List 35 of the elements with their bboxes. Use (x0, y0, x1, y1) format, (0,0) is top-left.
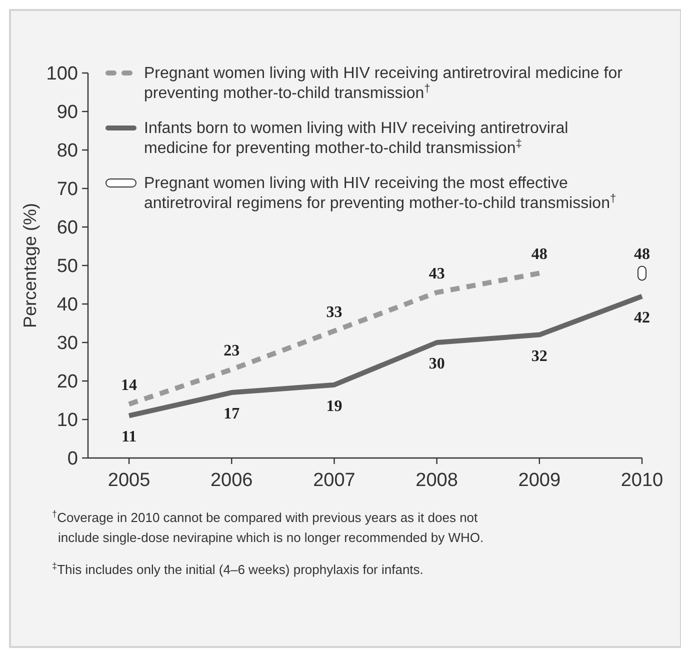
data-label: 17 (224, 406, 240, 423)
y-axis-title: Percentage (%) (20, 202, 40, 328)
y-tick-label: 100 (46, 64, 78, 85)
data-label: 33 (326, 304, 342, 321)
data-label: 48 (634, 246, 650, 264)
data-label: 30 (428, 356, 445, 372)
y-tick-label: 0 (67, 448, 78, 470)
y-tick-label: 70 (56, 179, 78, 200)
data-label: 19 (326, 398, 342, 415)
data-label: 42 (634, 309, 650, 326)
legend-label: Pregnant women living with HIV receiving antiretroviral medicine for preventing mother-to-child transmission$^{†}$ (144, 65, 624, 102)
y-tick-label: 30 (56, 333, 78, 354)
y-tick-label: 20 (56, 372, 78, 393)
y-tick-label: 40 (56, 294, 78, 316)
y-tick-label: 80 (56, 140, 78, 162)
x-tick-label: 2008 (416, 470, 458, 491)
y-tick-label: 50 (56, 256, 78, 278)
x-tick-label: 2007 (313, 470, 356, 491)
y-tick-label: 90 (56, 102, 78, 124)
data-label: 43 (428, 265, 445, 282)
data-label: 32 (531, 348, 548, 365)
data-label: 14 (121, 377, 138, 394)
x-tick-label: 2006 (210, 470, 253, 491)
data-label: 23 (224, 342, 240, 360)
y-tick-label: 10 (56, 410, 78, 432)
x-tick-label: 2005 (108, 470, 150, 491)
data-label: 48 (531, 246, 548, 264)
data-label: 11 (121, 428, 137, 446)
x-tick-label: 2009 (518, 470, 561, 491)
legend-label: Infants born to women living with HIV receiving antiretroviral medicine for preventing mother-to-child transmission$^{‡}$ (144, 120, 568, 157)
text: $^{†}$Coverage in 2010 cannot be compared with previous years as it does not include single-dose nevirapine which is no longer recommended by WHO. (52, 509, 484, 545)
y-tick-label: 60 (56, 218, 78, 239)
legend-label: Pregnant women living with HIV receiving the most effective antiretroviral regimens for preventing mother-to-child transmission$^{†}$ (144, 175, 616, 212)
x-tick-label: 2010 (620, 470, 664, 491)
text: $^{‡}$This includes only the initial (4–6 weeks) prophylaxis for infants. (52, 561, 424, 577)
